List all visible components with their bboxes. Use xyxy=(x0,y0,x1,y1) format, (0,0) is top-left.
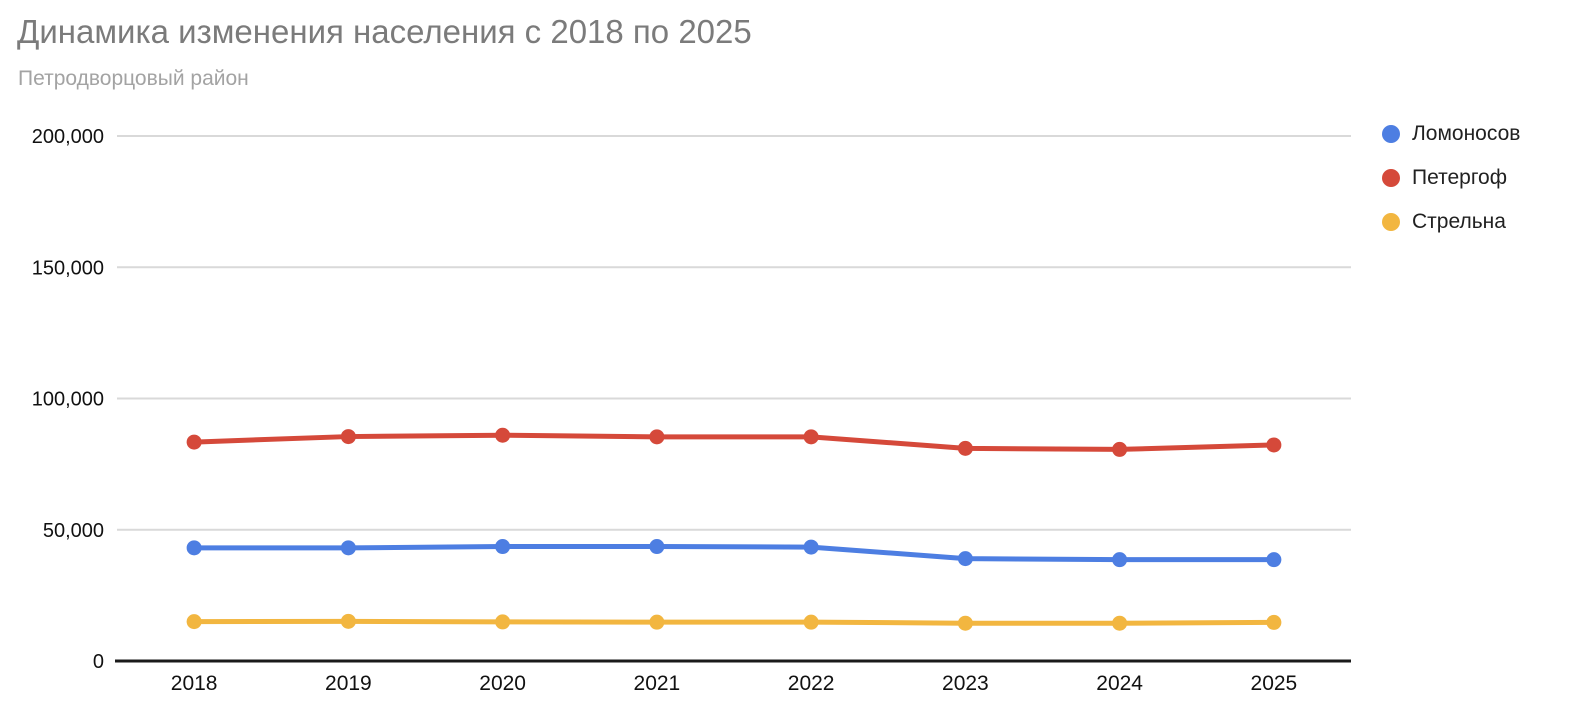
x-axis-tick-label: 2020 xyxy=(479,672,526,695)
data-point-Петергоф-2023 xyxy=(957,440,973,456)
chart-subtitle: Петродворцовый район xyxy=(18,67,249,90)
data-point-Ломоносов-2024 xyxy=(1112,552,1128,568)
legend-item-lomonosov: Ломоносов xyxy=(1382,122,1520,146)
x-axis-tick-label: 2022 xyxy=(788,672,835,695)
x-axis-tick-label: 2021 xyxy=(634,672,681,695)
data-point-Петергоф-2022 xyxy=(803,429,819,445)
data-point-Петергоф-2019 xyxy=(340,429,356,445)
y-axis-tick-label: 100,000 xyxy=(32,389,104,411)
legend-marker-lomonosov-icon xyxy=(1382,125,1400,143)
legend-item-petergof: Петергоф xyxy=(1382,166,1520,190)
series-line-Петергоф xyxy=(191,432,1277,452)
x-axis-tick-label: 2025 xyxy=(1251,672,1298,695)
data-point-Ломоносов-2025 xyxy=(1266,552,1282,568)
data-point-Стрельна-2019 xyxy=(340,613,356,629)
x-axis-tick-label: 2019 xyxy=(325,672,372,695)
data-point-Стрельна-2018 xyxy=(186,614,202,630)
data-point-Стрельна-2022 xyxy=(803,614,819,630)
data-point-Петергоф-2021 xyxy=(649,429,665,445)
data-point-Ломоносов-2018 xyxy=(186,540,202,556)
chart-legend: Ломоносов Петергоф Стрельна xyxy=(1382,122,1520,234)
y-axis-tick-label: 0 xyxy=(93,651,104,673)
x-axis-tick-label: 2024 xyxy=(1096,672,1143,695)
y-axis-tick-label: 200,000 xyxy=(32,126,104,148)
data-point-Ломоносов-2023 xyxy=(957,551,973,567)
data-point-Ломоносов-2022 xyxy=(803,539,819,555)
x-axis-tick-label: 2018 xyxy=(171,672,218,695)
data-point-Петергоф-2018 xyxy=(186,434,202,450)
data-point-Ломоносов-2019 xyxy=(340,540,356,556)
legend-label-petergof: Петергоф xyxy=(1412,166,1507,189)
data-point-Стрельна-2025 xyxy=(1266,614,1282,630)
legend-item-strelna: Стрельна xyxy=(1382,210,1520,234)
data-point-Стрельна-2024 xyxy=(1112,615,1128,631)
legend-marker-petergof-icon xyxy=(1382,169,1400,187)
data-point-Петергоф-2025 xyxy=(1266,437,1282,453)
data-point-Ломоносов-2021 xyxy=(649,539,665,555)
y-axis-tick-label: 50,000 xyxy=(43,520,104,542)
y-axis-tick-label: 150,000 xyxy=(32,257,104,279)
legend-label-strelna: Стрельна xyxy=(1412,210,1506,233)
x-axis-tick-label: 2023 xyxy=(942,672,989,695)
data-point-Стрельна-2021 xyxy=(649,614,665,630)
data-point-Ломоносов-2020 xyxy=(495,539,511,555)
data-point-Петергоф-2020 xyxy=(495,427,511,443)
data-point-Стрельна-2023 xyxy=(957,615,973,631)
series-line-Ломоносов xyxy=(191,544,1277,563)
data-point-Петергоф-2024 xyxy=(1112,441,1128,457)
series-line-Стрельна xyxy=(191,618,1277,626)
legend-marker-strelna-icon xyxy=(1382,213,1400,231)
chart-title: Динамика изменения населения с 2018 по 2… xyxy=(17,13,752,50)
data-point-Стрельна-2020 xyxy=(495,614,511,630)
legend-label-lomonosov: Ломоносов xyxy=(1412,122,1521,145)
